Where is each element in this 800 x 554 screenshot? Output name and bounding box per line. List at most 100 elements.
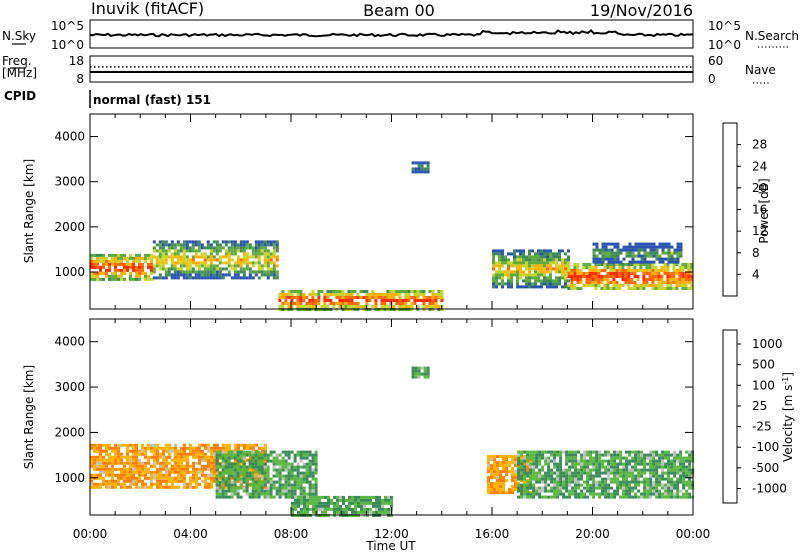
echo-cell [323,305,327,308]
echo-cell [284,474,288,478]
echo-cell [565,453,569,457]
echo-cell [434,299,438,302]
echo-cell [363,498,366,502]
echo-cell [586,483,590,487]
echo-cell [640,480,644,484]
echo-cell [338,290,342,293]
echo-cell [504,255,507,259]
echo-cell [609,287,613,290]
echo-cell [129,482,132,486]
echo-cell [378,507,381,511]
echo-cell [191,255,195,259]
echo-cell [547,468,551,472]
echo-cell [672,278,676,281]
echo-cell [404,296,408,299]
echo-cell [621,269,625,272]
echo-cell [191,258,195,262]
echo-cell [272,261,276,265]
echo-cell [495,279,498,283]
echo-cell [354,498,357,502]
echo-cell [676,477,680,481]
echo-cell [150,265,153,269]
echo-cell [168,479,171,483]
echo-cell [93,473,96,477]
echo-cell [306,507,309,511]
echo-cell [299,459,303,463]
echo-cell [690,275,694,278]
echo-cell [380,302,384,305]
echo-cell [327,504,330,508]
echo-cell [637,489,641,493]
echo-cell [664,483,668,487]
echo-cell [595,492,599,496]
echo-cell [269,252,273,256]
echo-cell [111,259,114,263]
echo-cell [260,462,264,466]
echo-cell [535,450,539,454]
echo-cell [114,271,117,275]
echo-cell [628,480,632,484]
echo-cell [520,495,524,499]
echo-cell [627,278,631,281]
echo-cell [147,461,150,465]
echo-cell [643,468,647,472]
echo-cell [173,252,177,256]
echo-cell [565,495,569,499]
echo-cell [93,449,96,453]
colorbar-tick-label: 24 [752,159,767,173]
station-title: Inuvik (fitACF) [91,0,204,18]
echo-cell [607,459,611,463]
echo-cell [487,476,490,480]
echo-cell [646,492,650,496]
echo-cell [189,449,192,453]
echo-cell [266,258,270,262]
echo-cell [616,257,620,261]
echo-cell [528,276,531,280]
echo-cell [543,252,546,256]
echo-cell [492,267,495,271]
echo-cell [245,489,249,493]
echo-cell [420,170,424,174]
echo-cell [407,293,411,296]
echo-cell [673,468,677,472]
echo-cell [573,287,577,290]
echo-cell [224,459,228,463]
echo-cell [242,474,246,478]
echo-cell [413,290,417,293]
echo-cell [634,453,638,457]
echo-cell [645,281,649,284]
echo-cell [173,264,177,268]
echo-cell [428,299,432,302]
echo-cell [182,249,186,253]
echo-cell [562,495,566,499]
echo-cell [531,258,534,262]
echo-cell [535,462,539,466]
echo-cell [287,453,291,457]
echo-cell [667,495,671,499]
echo-cell [203,276,207,280]
y-tick-label: 4000 [54,335,85,349]
echo-cell [218,450,222,454]
echo-cell [658,474,662,478]
echo-cell [597,281,601,284]
echo-cell [537,249,540,253]
echo-cell [631,474,635,478]
echo-cell [513,264,516,268]
echo-cell [681,266,685,269]
echo-cell [676,459,680,463]
echo-cell [321,501,324,505]
echo-cell [332,293,336,296]
echo-cell [669,281,673,284]
echo-cell [269,486,273,490]
echo-cell [138,277,141,281]
echo-cell [360,507,363,511]
echo-cell [206,270,210,274]
echo-cell [496,467,499,471]
echo-cell [610,495,614,499]
echo-cell [156,470,159,474]
echo-cell [224,477,228,481]
echo-cell [266,273,270,277]
echo-cell [179,255,183,259]
echo-cell [135,274,138,278]
echo-cell [138,274,141,278]
